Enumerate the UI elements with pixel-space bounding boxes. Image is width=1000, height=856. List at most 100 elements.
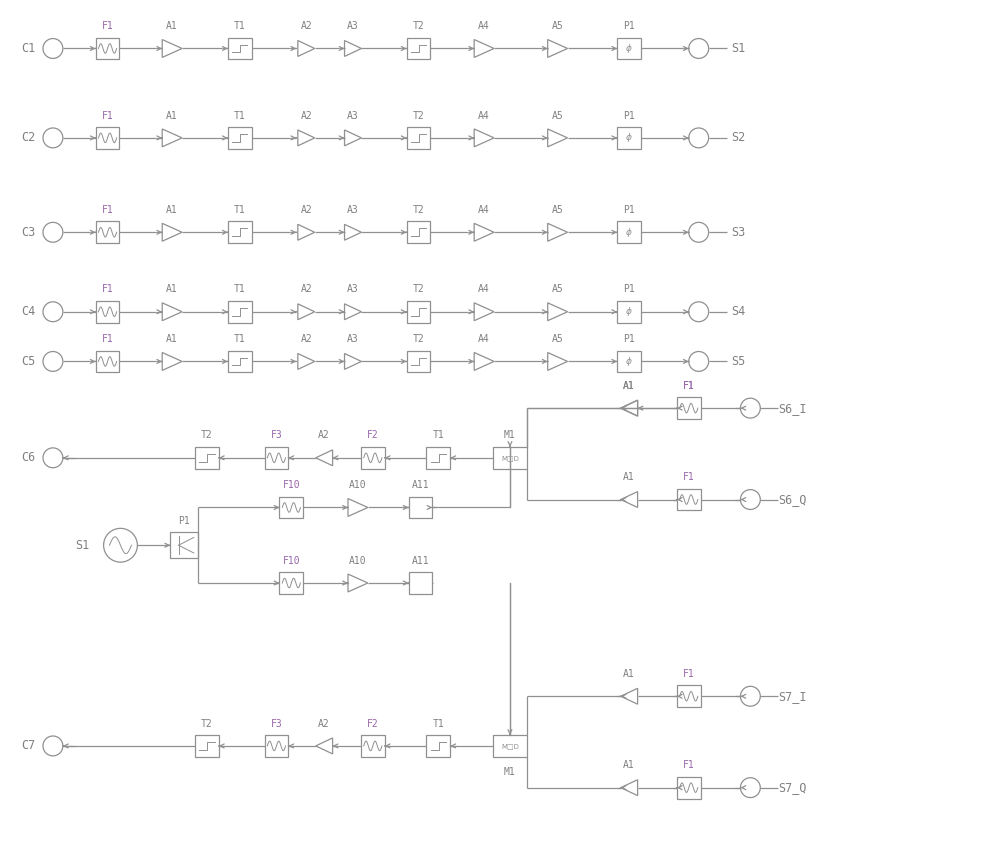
Text: T2: T2 xyxy=(413,110,424,121)
Text: A4: A4 xyxy=(478,205,490,215)
Text: S1: S1 xyxy=(731,42,746,55)
Bar xyxy=(228,38,252,59)
Text: A1: A1 xyxy=(166,284,178,294)
Text: A5: A5 xyxy=(552,284,563,294)
Bar xyxy=(361,447,385,469)
Text: A4: A4 xyxy=(478,284,490,294)
Text: C7: C7 xyxy=(21,740,35,752)
Text: A2: A2 xyxy=(300,21,312,31)
Bar xyxy=(96,127,119,149)
Text: F1: F1 xyxy=(102,21,113,31)
Text: A1: A1 xyxy=(623,760,635,770)
Text: F10: F10 xyxy=(283,480,300,490)
Text: F1: F1 xyxy=(683,381,695,390)
Text: F1: F1 xyxy=(102,284,113,294)
Text: $\phi$: $\phi$ xyxy=(625,226,633,239)
Text: T1: T1 xyxy=(234,334,246,344)
Text: A2: A2 xyxy=(300,205,312,215)
Text: P1: P1 xyxy=(623,284,635,294)
Text: S7_I: S7_I xyxy=(778,690,807,703)
Text: S4: S4 xyxy=(731,306,746,318)
Text: C5: C5 xyxy=(21,355,35,368)
Bar xyxy=(617,300,641,323)
Bar xyxy=(617,127,641,149)
Text: S1: S1 xyxy=(75,538,89,552)
Text: F1: F1 xyxy=(683,669,695,679)
Text: P1: P1 xyxy=(623,205,635,215)
Text: A11: A11 xyxy=(412,480,429,490)
Text: A1: A1 xyxy=(623,669,635,679)
Text: A3: A3 xyxy=(347,21,359,31)
Text: A10: A10 xyxy=(349,556,367,566)
Bar xyxy=(96,300,119,323)
Text: S2: S2 xyxy=(731,131,746,145)
Text: A1: A1 xyxy=(623,381,635,390)
Bar xyxy=(407,127,430,149)
Text: S6_Q: S6_Q xyxy=(778,493,807,506)
Bar xyxy=(228,350,252,372)
Bar xyxy=(228,127,252,149)
Bar xyxy=(96,222,119,243)
Bar xyxy=(228,222,252,243)
Text: M□D: M□D xyxy=(501,455,519,461)
Text: C6: C6 xyxy=(21,451,35,464)
Text: A5: A5 xyxy=(552,205,563,215)
Text: A2: A2 xyxy=(318,718,330,728)
Text: F2: F2 xyxy=(367,718,379,728)
Text: T1: T1 xyxy=(234,284,246,294)
Text: A1: A1 xyxy=(166,205,178,215)
Text: T2: T2 xyxy=(413,205,424,215)
Text: M1: M1 xyxy=(504,431,516,441)
Text: P1: P1 xyxy=(623,21,635,31)
Text: P1: P1 xyxy=(623,110,635,121)
Text: T1: T1 xyxy=(234,205,246,215)
Bar xyxy=(96,38,119,59)
Bar xyxy=(195,735,219,757)
Text: A2: A2 xyxy=(300,284,312,294)
Text: A4: A4 xyxy=(478,334,490,344)
Bar xyxy=(617,350,641,372)
Bar xyxy=(407,350,430,372)
Text: $\phi$: $\phi$ xyxy=(625,355,633,368)
Text: M□D: M□D xyxy=(501,743,519,749)
Bar xyxy=(493,735,527,757)
Bar xyxy=(407,300,430,323)
Text: A3: A3 xyxy=(347,110,359,121)
Text: A1: A1 xyxy=(623,473,635,482)
Bar xyxy=(279,572,303,594)
Text: T2: T2 xyxy=(201,431,213,441)
Text: S7_Q: S7_Q xyxy=(778,782,807,794)
Text: A4: A4 xyxy=(478,21,490,31)
Text: F3: F3 xyxy=(271,431,282,441)
Text: P1: P1 xyxy=(178,516,190,526)
Bar xyxy=(409,496,432,519)
Bar xyxy=(407,222,430,243)
Text: T1: T1 xyxy=(433,431,444,441)
Text: A5: A5 xyxy=(552,21,563,31)
Bar xyxy=(407,38,430,59)
Bar xyxy=(677,397,701,419)
Text: F10: F10 xyxy=(283,556,300,566)
Text: F1: F1 xyxy=(683,473,695,482)
Text: T1: T1 xyxy=(234,21,246,31)
Text: F2: F2 xyxy=(367,431,379,441)
Bar xyxy=(426,735,450,757)
Bar xyxy=(617,38,641,59)
Text: A5: A5 xyxy=(552,334,563,344)
Text: T2: T2 xyxy=(413,21,424,31)
Text: A1: A1 xyxy=(166,110,178,121)
Bar xyxy=(265,447,288,469)
Text: F1: F1 xyxy=(683,381,695,390)
Bar xyxy=(170,532,198,558)
Text: T1: T1 xyxy=(234,110,246,121)
Bar xyxy=(617,222,641,243)
Bar xyxy=(426,447,450,469)
Text: F1: F1 xyxy=(683,760,695,770)
Text: A11: A11 xyxy=(412,556,429,566)
Text: C2: C2 xyxy=(21,131,35,145)
Text: M1: M1 xyxy=(504,767,516,777)
Text: A1: A1 xyxy=(623,381,635,390)
Bar xyxy=(195,447,219,469)
Text: T2: T2 xyxy=(413,284,424,294)
Text: T2: T2 xyxy=(413,334,424,344)
